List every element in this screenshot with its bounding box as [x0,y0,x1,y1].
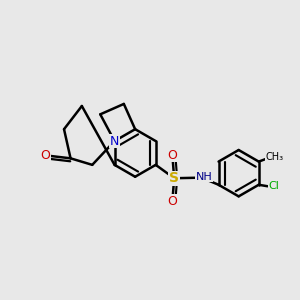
Text: O: O [167,195,177,208]
Text: S: S [169,171,179,185]
Text: O: O [167,149,177,162]
Text: N: N [110,135,119,148]
Text: O: O [40,149,50,162]
Text: Cl: Cl [268,181,279,191]
Text: CH₃: CH₃ [266,152,284,162]
Text: NH: NH [196,172,212,182]
